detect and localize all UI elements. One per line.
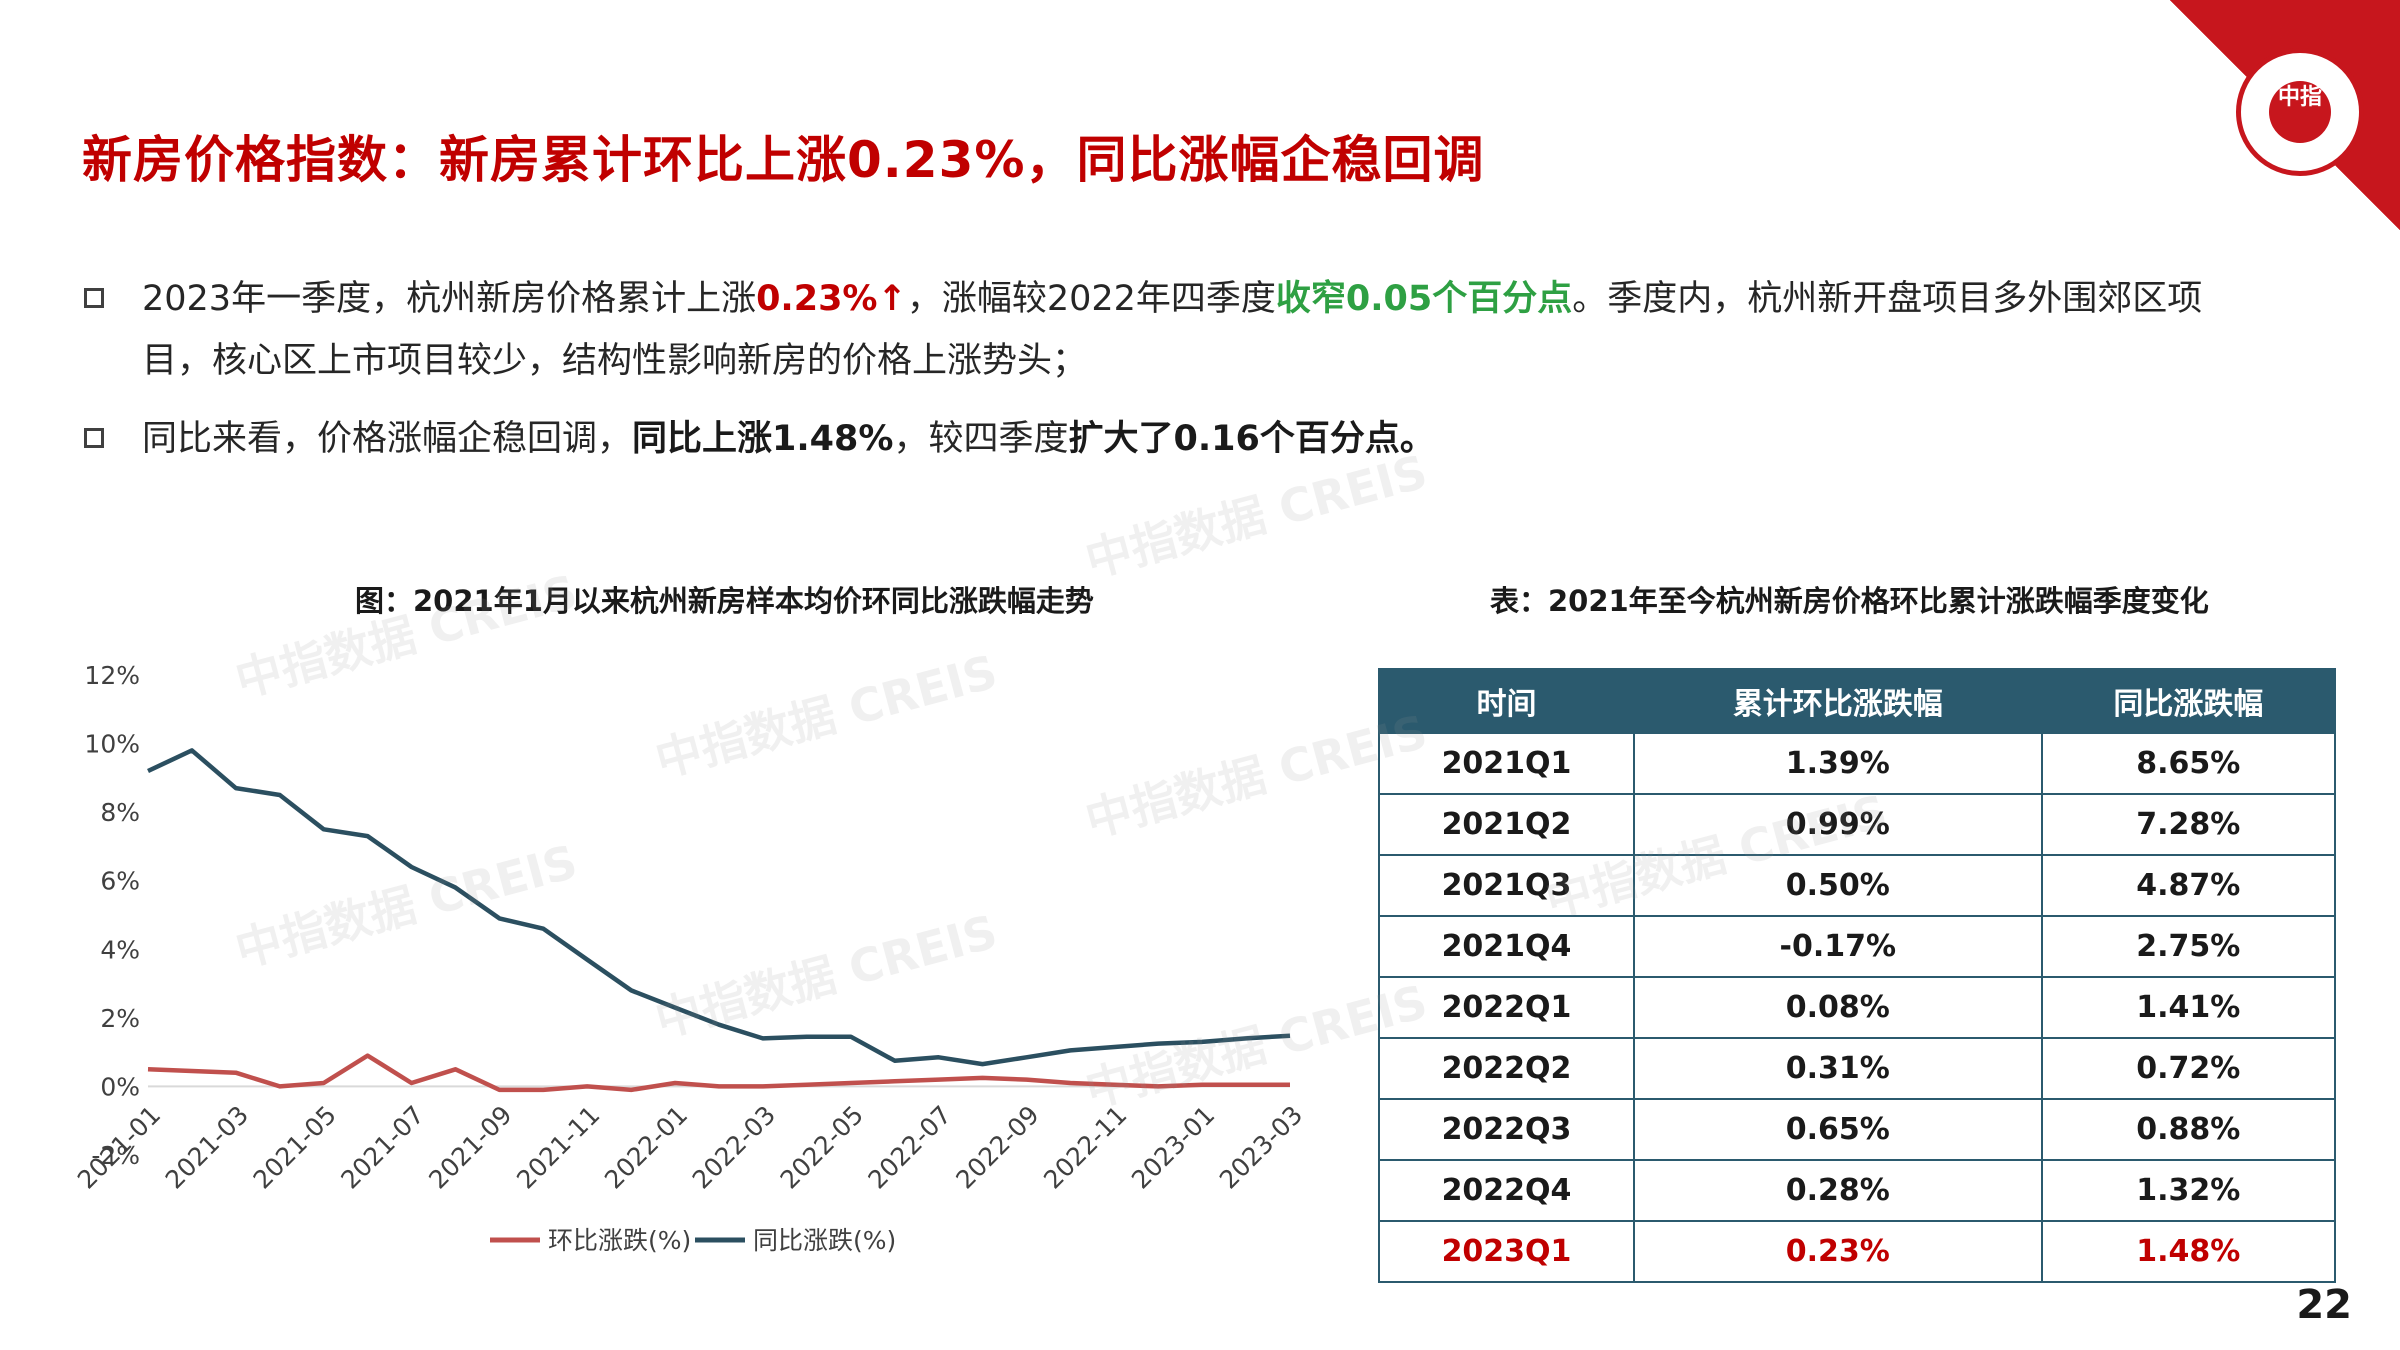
text-segment: 2023年一季度，杭州新房价格累计上涨: [142, 279, 757, 319]
y-tick-label: 2%: [100, 1004, 140, 1033]
table-cell: 2022Q2: [1378, 1037, 1635, 1100]
table-row-highlight: 2023Q1 0.23% 1.48%: [1378, 1220, 2337, 1283]
y-tick-label: 10%: [84, 730, 140, 759]
header-yoy: 同比涨跌幅: [2040, 668, 2337, 734]
bullet-text: 同比来看，价格涨幅企稳回调，同比上涨1.48%，较四季度扩大了0.16个百分点。: [142, 408, 2264, 470]
table-cell: 0.23%: [1633, 1220, 2043, 1283]
table-row: 2021Q3 0.50% 4.87%: [1378, 854, 2337, 917]
table-row: 2021Q2 0.99% 7.28%: [1378, 793, 2337, 856]
table-cell: 0.72%: [2040, 1037, 2337, 1100]
table-cell: 1.32%: [2040, 1159, 2337, 1222]
bullet-square-icon: [84, 428, 104, 448]
header-time: 时间: [1378, 668, 1635, 734]
y-tick-label: -2%: [91, 1141, 140, 1170]
table-cell: 2021Q3: [1378, 854, 1635, 917]
x-tick-label: 2022-07: [862, 1100, 956, 1194]
chart-title: 图：2021年1月以来杭州新房样本均价环同比涨跌幅走势: [355, 584, 1094, 618]
x-tick-label: 2022-01: [599, 1100, 693, 1194]
table-cell: 2021Q1: [1378, 732, 1635, 795]
x-tick-label: 2023-01: [1126, 1100, 1220, 1194]
table-cell: 4.87%: [2040, 854, 2337, 917]
table-cell: 0.28%: [1633, 1159, 2043, 1222]
text-segment: 同比来看，价格涨幅企稳回调，: [142, 419, 633, 459]
legend-label: 同比涨跌(%): [753, 1226, 896, 1255]
price-trend-line-chart: -2% 0% 2% 4% 6% 8% 10% 12% 2021-012021-032021-05…: [72, 661, 1308, 1255]
x-tick-label: 2023-03: [1214, 1100, 1308, 1194]
header-cumulative-mom: 累计环比涨跌幅: [1633, 668, 2043, 734]
legend-label: 环比涨跌(%): [548, 1226, 691, 1255]
highlight-rise: 0.23%↑: [756, 279, 907, 319]
x-tick-label: 2022-05: [775, 1100, 869, 1194]
table-cell: 0.08%: [1633, 976, 2043, 1039]
bullet-text: 2023年一季度，杭州新房价格累计上涨0.23%↑，涨幅较2022年四季度收窄0…: [142, 268, 2264, 392]
table-cell: 0.50%: [1633, 854, 2043, 917]
series-line: [147, 748, 1291, 1067]
table-cell: 1.48%: [2040, 1220, 2337, 1283]
table-cell: 2023Q1: [1378, 1220, 1635, 1283]
table-cell: 0.88%: [2040, 1098, 2337, 1161]
table-cell: 2021Q4: [1378, 915, 1635, 978]
y-tick-label: 4%: [100, 935, 140, 964]
quarterly-price-table: 时间 累计环比涨跌幅 同比涨跌幅 2021Q1 1.39% 8.65% 2021Q2…: [1378, 668, 2337, 1283]
x-tick-label: 2021-01: [72, 1100, 166, 1194]
table-cell: 1.41%: [2040, 976, 2337, 1039]
y-tick-label: 12%: [84, 661, 140, 690]
page-number: 22: [2296, 1282, 2352, 1328]
table-cell: 2021Q2: [1378, 793, 1635, 856]
table-cell: 2022Q4: [1378, 1159, 1635, 1222]
x-tick-label: 2022-03: [687, 1100, 781, 1194]
y-tick-label: 6%: [100, 867, 140, 896]
table-cell: 1.39%: [1633, 732, 2043, 795]
table-cell: 2022Q1: [1378, 976, 1635, 1039]
highlight-narrow: 收窄0.05个百分点: [1275, 279, 1573, 319]
china-index-academy-logo: 中指: [2236, 48, 2364, 176]
x-tick-label: 2022-11: [1038, 1100, 1132, 1194]
table-row: 2022Q3 0.65% 0.88%: [1378, 1098, 2337, 1161]
highlight-yoy: 同比上涨1.48%: [632, 419, 894, 459]
series-line: [147, 1053, 1290, 1093]
table-cell: 8.65%: [2040, 732, 2337, 795]
y-tick-label: 0%: [100, 1072, 140, 1101]
x-tick-label: 2021-11: [511, 1100, 605, 1194]
table-row: 2022Q2 0.31% 0.72%: [1378, 1037, 2337, 1100]
table-row: 2022Q4 0.28% 1.32%: [1378, 1159, 2337, 1222]
table-row: 2021Q1 1.39% 8.65%: [1378, 732, 2337, 795]
x-tick-label: 2021-05: [248, 1100, 342, 1194]
y-tick-label: 8%: [100, 798, 140, 827]
page-title: 新房价格指数：新房累计环比上涨0.23%，同比涨幅企稳回调: [82, 131, 1485, 189]
text-segment: 。季度内，杭州新开盘项目多外围郊区项目，核心区上市项目较少，结构性影响新房的价格…: [142, 279, 2203, 381]
text-segment: ，较四季度: [893, 419, 1069, 459]
table-header-row: 时间 累计环比涨跌幅 同比涨跌幅: [1378, 668, 2337, 734]
bullet-square-icon: [84, 288, 104, 308]
table-cell: 0.99%: [1633, 793, 2043, 856]
table-cell: 7.28%: [2040, 793, 2337, 856]
x-tick-label: 2022-09: [950, 1100, 1044, 1194]
table-cell: -0.17%: [1633, 915, 2043, 978]
table-cell: 2022Q3: [1378, 1098, 1635, 1161]
x-tick-label: 2021-07: [335, 1100, 429, 1194]
bullet-quarterly-change: 2023年一季度，杭州新房价格累计上涨0.23%↑，涨幅较2022年四季度收窄0…: [84, 268, 2264, 392]
x-tick-label: 2021-03: [160, 1100, 254, 1194]
table-cell: 0.65%: [1633, 1098, 2043, 1161]
table-cell: 2.75%: [2040, 915, 2337, 978]
table-cell: 0.31%: [1633, 1037, 2043, 1100]
x-tick-label: 2021-09: [423, 1100, 517, 1194]
table-row: 2021Q4 -0.17% 2.75%: [1378, 915, 2337, 978]
logo-mark: 中指: [2269, 81, 2331, 143]
highlight-expand: 扩大了0.16个百分点。: [1068, 419, 1435, 459]
table-title: 表：2021年至今杭州新房价格环比累计涨跌幅季度变化: [1490, 584, 2209, 618]
text-segment: ，涨幅较2022年四季度: [906, 279, 1276, 319]
bullet-yoy-change: 同比来看，价格涨幅企稳回调，同比上涨1.48%，较四季度扩大了0.16个百分点。: [84, 408, 2264, 470]
table-row: 2022Q1 0.08% 1.41%: [1378, 976, 2337, 1039]
